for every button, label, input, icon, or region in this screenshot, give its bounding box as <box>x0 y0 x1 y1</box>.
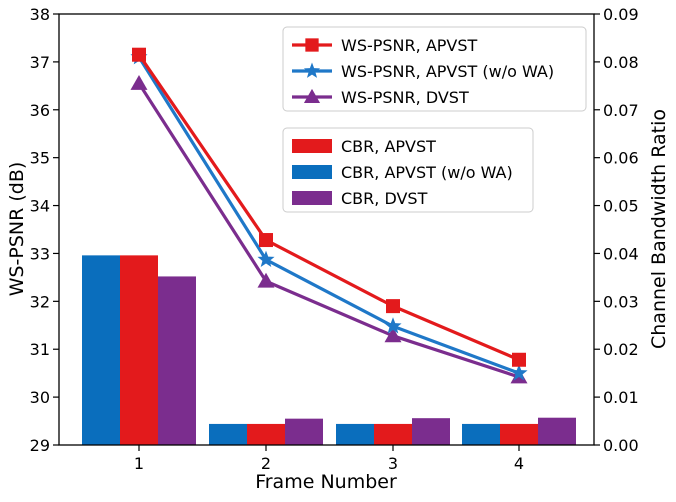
legend-bar-label: CBR, APVST <box>341 137 436 156</box>
x-axis: 1 2 3 4 <box>134 445 524 473</box>
left-tick-label: 31 <box>30 340 50 359</box>
legend-bar-swatch <box>292 191 332 205</box>
legend-bar-swatch <box>292 139 332 153</box>
marker-ws-psnr-dvst-frame-1 <box>130 74 148 90</box>
right-tick-label: 0.07 <box>603 101 639 120</box>
bar-cbr-dvst-frame-1 <box>158 276 196 445</box>
line-layer <box>130 47 528 384</box>
legend-marker-ws-psnr-dvst <box>303 88 321 104</box>
bar-cbr-apvst-wo-wa-frame-3 <box>336 423 374 445</box>
legend-bar-swatch <box>292 165 332 179</box>
right-tick-label: 0.02 <box>603 340 639 359</box>
legend-bar-label: CBR, APVST (w/o WA) <box>341 163 513 182</box>
axes-frame <box>58 13 595 446</box>
right-tick-label: 0.09 <box>603 5 639 24</box>
x-tick-label: 4 <box>514 454 524 473</box>
left-tick-label: 35 <box>30 149 50 168</box>
line-ws-psnr-apvst <box>137 53 520 362</box>
line-ws-psnr-dvst <box>137 82 520 379</box>
marker-ws-psnr-dvst-frame-2 <box>257 272 275 288</box>
legend-line-label: WS-PSNR, DVST <box>341 88 469 107</box>
legend-line-label: WS-PSNR, APVST (w/o WA) <box>341 62 554 81</box>
marker-ws-psnr-apvst-frame-1 <box>132 47 146 62</box>
left-tick-label: 29 <box>30 436 50 455</box>
bar-cbr-dvst-frame-4 <box>538 417 576 445</box>
bar-cbr-dvst-frame-3 <box>412 418 450 445</box>
bar-cbr-apvst-frame-1 <box>120 255 158 445</box>
bar-cbr-apvst-wo-wa-frame-4 <box>462 423 500 445</box>
bar-legend-box <box>282 127 534 213</box>
left-tick-label: 36 <box>30 101 50 120</box>
bar-cbr-dvst-frame-2 <box>285 418 323 445</box>
x-tick-label: 1 <box>134 454 144 473</box>
marker-ws-psnr-apvst-wo-wa-frame-2 <box>257 250 275 267</box>
right-tick-label: 0.05 <box>603 197 639 216</box>
line-legend: WS-PSNR, APVST WS-PSNR, APVST (w/o WA) WS-… <box>282 26 587 112</box>
line-legend-box <box>282 26 587 112</box>
x-axis-label: Frame Number <box>255 471 397 493</box>
legend-bar-label: CBR, DVST <box>341 189 428 208</box>
bar-layer <box>82 255 576 445</box>
legend-marker-ws-psnr-apvst <box>305 38 319 52</box>
bar-legend: CBR, APVST CBR, APVST (w/o WA) CBR, DVST <box>282 127 534 213</box>
right-y-axis-label: Channel Bandwidth Ratio <box>648 109 670 349</box>
left-tick-label: 30 <box>30 388 50 407</box>
right-tick-label: 0.08 <box>603 53 639 72</box>
legend-marker-ws-psnr-apvst-wo-wa <box>303 62 321 78</box>
marker-ws-psnr-dvst-frame-3 <box>384 327 402 343</box>
bar-cbr-apvst-frame-4 <box>500 423 538 445</box>
marker-ws-psnr-apvst-wo-wa-frame-4 <box>510 364 528 381</box>
legend-line-label: WS-PSNR, APVST <box>341 36 478 55</box>
marker-ws-psnr-apvst-wo-wa-frame-3 <box>384 317 402 334</box>
left-tick-label: 33 <box>30 244 50 263</box>
right-tick-label: 0.01 <box>603 388 639 407</box>
right-tick-label: 0.06 <box>603 149 639 168</box>
right-y-axis: 0.00 0.01 0.02 0.03 0.04 0.05 0.06 0.07 0.08 0.09 <box>594 5 639 455</box>
marker-ws-psnr-apvst-frame-4 <box>512 352 526 367</box>
line-ws-psnr-apvst-wo-wa <box>137 56 520 375</box>
marker-ws-psnr-apvst-frame-3 <box>386 299 400 314</box>
bar-cbr-apvst-wo-wa-frame-1 <box>82 255 120 445</box>
bar-cbr-apvst-frame-3 <box>374 423 412 445</box>
x-tick-label: 2 <box>261 454 271 473</box>
left-tick-label: 32 <box>30 292 50 311</box>
right-tick-label: 0.04 <box>603 244 639 263</box>
x-tick-label: 3 <box>388 454 398 473</box>
left-tick-label: 37 <box>30 53 50 72</box>
bar-cbr-apvst-frame-2 <box>247 423 285 445</box>
left-y-axis: 29 30 31 32 33 34 35 36 37 38 <box>30 5 59 455</box>
left-y-axis-label: WS-PSNR (dB) <box>6 162 28 297</box>
left-tick-label: 38 <box>30 5 50 24</box>
bar-cbr-apvst-wo-wa-frame-2 <box>209 423 247 445</box>
marker-ws-psnr-apvst-frame-2 <box>259 233 273 248</box>
left-tick-label: 34 <box>30 197 50 216</box>
right-tick-label: 0.03 <box>603 292 639 311</box>
right-tick-label: 0.00 <box>603 436 639 455</box>
